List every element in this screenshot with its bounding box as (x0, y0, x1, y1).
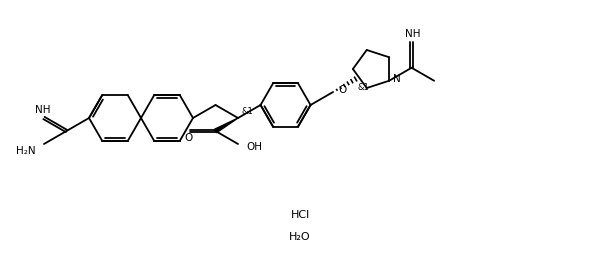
Text: NH: NH (35, 105, 51, 115)
Text: OH: OH (246, 142, 262, 152)
Text: &1: &1 (357, 82, 369, 91)
Text: O: O (185, 133, 192, 143)
Text: O: O (338, 85, 346, 95)
Text: H₂N: H₂N (16, 146, 36, 156)
Polygon shape (214, 118, 238, 133)
Text: &1: &1 (241, 107, 253, 116)
Text: HCl: HCl (290, 210, 310, 220)
Text: N: N (393, 74, 401, 84)
Text: NH: NH (405, 29, 420, 39)
Text: H₂O: H₂O (289, 232, 311, 242)
